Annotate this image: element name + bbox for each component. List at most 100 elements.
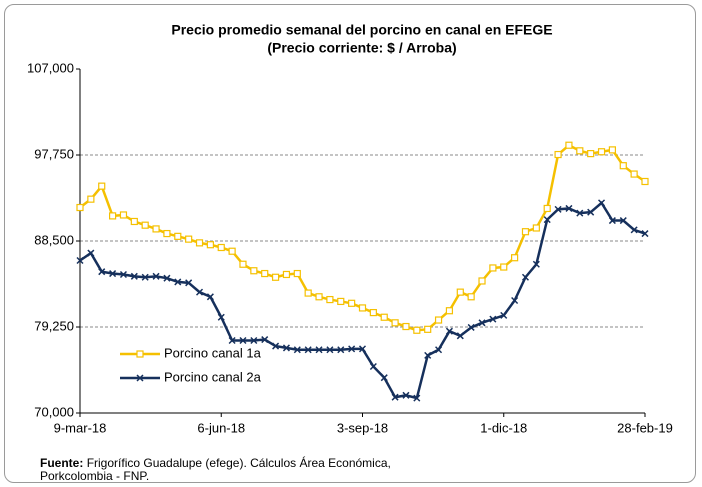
point bbox=[217, 313, 225, 321]
point bbox=[489, 264, 497, 272]
point bbox=[554, 150, 562, 159]
point bbox=[217, 243, 225, 252]
source: Fuente: Frigorífico Guadalupe (efege). C… bbox=[40, 457, 391, 483]
point bbox=[250, 336, 258, 345]
point bbox=[434, 316, 443, 324]
point bbox=[565, 141, 573, 149]
point bbox=[380, 374, 388, 382]
legend-marker bbox=[136, 374, 144, 382]
point bbox=[228, 336, 236, 345]
point bbox=[358, 345, 367, 353]
y-tick-label: 107,000 bbox=[27, 60, 74, 75]
source-line: Fuente: Frigorífico Guadalupe (efege). C… bbox=[40, 457, 391, 470]
point bbox=[261, 269, 269, 278]
point bbox=[630, 170, 638, 178]
point bbox=[206, 293, 214, 301]
point bbox=[598, 199, 606, 207]
point bbox=[98, 268, 106, 276]
point bbox=[141, 273, 149, 281]
point bbox=[391, 319, 399, 327]
point bbox=[402, 391, 410, 399]
point bbox=[271, 273, 280, 281]
point bbox=[174, 278, 182, 286]
point bbox=[87, 249, 95, 257]
point bbox=[337, 346, 345, 354]
point bbox=[424, 351, 432, 359]
point bbox=[272, 342, 280, 350]
point bbox=[304, 289, 312, 297]
point bbox=[500, 263, 508, 271]
point bbox=[261, 336, 269, 344]
point bbox=[348, 345, 356, 353]
point bbox=[98, 182, 106, 190]
point bbox=[532, 224, 540, 232]
point bbox=[304, 346, 312, 354]
x-tick-label: 3-sep-18 bbox=[337, 420, 388, 435]
legend-label: Porcino canal 1a bbox=[164, 345, 262, 360]
point bbox=[326, 295, 334, 304]
point bbox=[152, 225, 160, 233]
chart-subtitle: (Precio corriente: $ / Arroba) bbox=[267, 40, 456, 56]
point bbox=[608, 146, 617, 154]
point bbox=[119, 211, 128, 219]
y-tick-label: 70,000 bbox=[34, 404, 74, 419]
source-label: Fuente: bbox=[40, 456, 84, 470]
point bbox=[565, 204, 573, 212]
point bbox=[369, 308, 377, 317]
x-tick-label: 6-jun-18 bbox=[197, 420, 245, 435]
x-tick-label: 9-mar-18 bbox=[54, 420, 107, 435]
point bbox=[174, 232, 182, 240]
point bbox=[641, 177, 649, 186]
point bbox=[511, 296, 519, 305]
point bbox=[195, 288, 204, 296]
point bbox=[337, 297, 345, 306]
point bbox=[163, 274, 171, 282]
point bbox=[391, 393, 399, 401]
point bbox=[543, 204, 551, 213]
point bbox=[619, 162, 627, 170]
point bbox=[456, 288, 464, 296]
point bbox=[467, 323, 475, 331]
point bbox=[587, 150, 595, 158]
y-tick-label: 97,750 bbox=[34, 146, 74, 161]
point bbox=[413, 394, 421, 402]
point bbox=[185, 279, 193, 287]
point bbox=[576, 209, 584, 217]
point bbox=[521, 228, 530, 236]
point bbox=[293, 269, 301, 278]
point bbox=[489, 315, 497, 323]
point bbox=[511, 254, 519, 262]
point bbox=[228, 247, 236, 255]
point bbox=[315, 293, 323, 301]
point bbox=[456, 332, 464, 340]
series-line bbox=[79, 143, 646, 332]
point bbox=[109, 270, 117, 278]
point bbox=[597, 148, 606, 156]
point bbox=[206, 241, 214, 249]
point bbox=[185, 235, 193, 243]
point bbox=[195, 239, 204, 247]
point bbox=[402, 322, 410, 331]
point bbox=[293, 346, 301, 354]
point bbox=[413, 326, 421, 334]
point bbox=[478, 319, 486, 327]
point bbox=[641, 230, 649, 238]
point bbox=[282, 344, 290, 352]
point bbox=[282, 270, 291, 279]
point bbox=[163, 229, 171, 238]
point bbox=[358, 304, 367, 312]
point bbox=[348, 299, 356, 307]
y-tick-label: 88,500 bbox=[34, 232, 74, 247]
legend-marker bbox=[136, 350, 144, 358]
point bbox=[108, 212, 117, 220]
point bbox=[380, 313, 388, 321]
point bbox=[532, 260, 540, 268]
point bbox=[445, 327, 453, 335]
point bbox=[630, 226, 638, 234]
point bbox=[576, 147, 584, 155]
source-text: Frigorífico Guadalupe (efege). Cálculos … bbox=[86, 456, 391, 470]
point bbox=[500, 311, 508, 319]
point bbox=[543, 216, 551, 224]
point bbox=[130, 272, 138, 280]
